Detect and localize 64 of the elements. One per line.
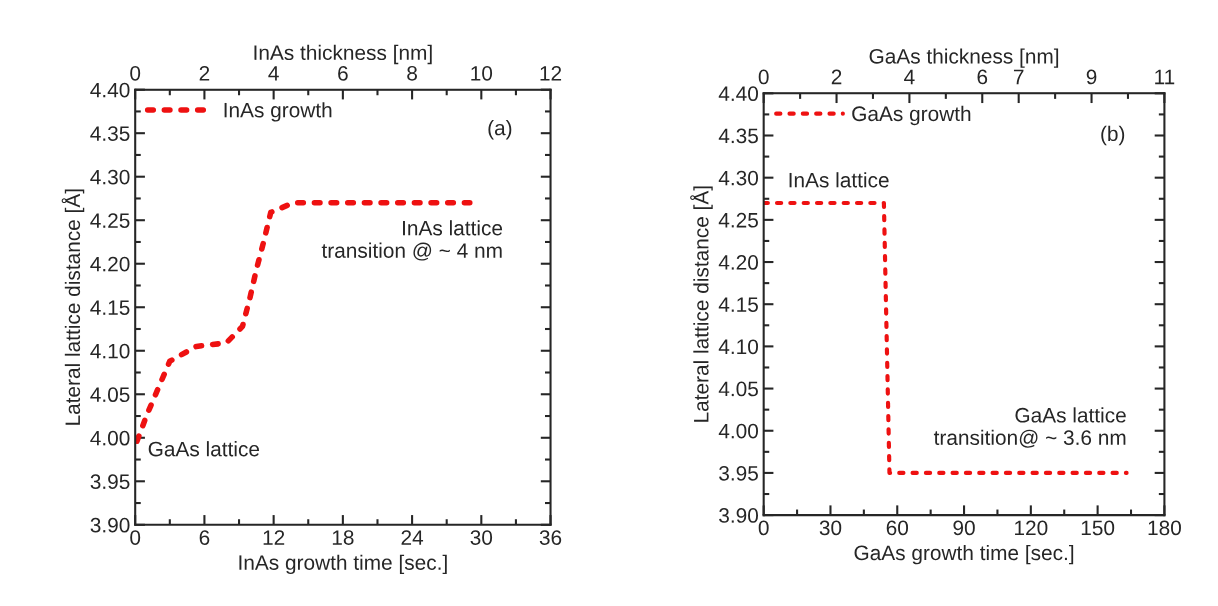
x2-tick-label: 4	[904, 69, 915, 85]
x2-tick-label: 9	[1086, 69, 1097, 85]
x-tick-label: 36	[539, 530, 562, 545]
x2-tick-label: 2	[831, 69, 842, 85]
y-tick-label: 4.20	[718, 255, 759, 270]
annotation: (a)	[488, 120, 512, 140]
y-tick-label: 4.35	[718, 128, 758, 144]
x2-tick-label: 11	[1155, 69, 1175, 85]
y-tick-label: 3.95	[719, 465, 758, 481]
y-tick-label: 4.30	[90, 169, 130, 185]
y-tick-label: 4.25	[90, 213, 130, 228]
legend-label: InAs growth	[224, 102, 332, 122]
x-tick-label: 60	[886, 520, 909, 536]
x2-tick-label: 0	[758, 69, 769, 85]
y-tick-label: 4.05	[90, 387, 130, 403]
y-tick-label: 4.30	[718, 170, 759, 186]
y-tick-label: 3.90	[90, 517, 130, 533]
y-tick-label: 3.90	[719, 508, 759, 523]
x-tick-label: 6	[199, 530, 210, 545]
annotation: InAs lattice	[789, 172, 889, 188]
x-tick-label: 0	[130, 530, 141, 545]
x2-tick-label: 2	[199, 65, 210, 81]
x2-tick-label: 4	[268, 66, 279, 81]
x-tick-label: 90	[953, 520, 975, 536]
x-tick-label: 180	[1148, 520, 1181, 536]
annotation: (b)	[1101, 125, 1125, 146]
annotation: InAs lattice transition @ ~ 4 nm	[321, 220, 503, 261]
y-tick-label: 4.15	[718, 297, 758, 312]
y-tick-label: 4.10	[90, 343, 130, 359]
annotation: GaAs lattice transition@ ~ 3.6 nm	[933, 407, 1126, 448]
x-tick-label: 12	[263, 530, 285, 545]
x-axis-title: GaAs growth time [sec.]	[854, 544, 1074, 565]
y-tick-label: 4.10	[718, 339, 759, 355]
y-tick-label: 4.15	[90, 300, 130, 315]
x-tick-label: 120	[1015, 520, 1048, 536]
y-axis-title: Lateral lattice distance [Å]	[690, 186, 713, 422]
x-tick-label: 18	[332, 530, 354, 545]
x-axis-title: InAs growth time [sec.]	[239, 554, 447, 575]
y-tick-label: 4.00	[90, 430, 130, 446]
y-tick-label: 4.05	[718, 381, 758, 397]
x2-tick-label: 6	[338, 65, 348, 81]
y-tick-label: 4.40	[718, 86, 759, 102]
x2-tick-label: 8	[407, 65, 417, 81]
x-tick-label: 30	[470, 530, 493, 545]
x2-tick-label: 6	[977, 69, 988, 85]
y-tick-label: 4.35	[90, 126, 130, 141]
y-tick-label: 4.40	[90, 82, 130, 98]
y-tick-label: 4.20	[90, 256, 130, 272]
x-tick-label: 24	[401, 530, 424, 545]
x-tick-label: 0	[758, 520, 769, 536]
x2-axis-title: GaAs thickness [nm]	[869, 48, 1059, 68]
y-tick-label: 4.00	[718, 423, 759, 439]
x2-axis-title: InAs thickness [nm]	[254, 44, 432, 65]
y-tick-label: 3.95	[90, 474, 130, 490]
x2-tick-label: 0	[130, 65, 141, 81]
x2-tick-label: 10	[471, 65, 493, 81]
y-axis-title: Lateral lattice distance [Å]	[61, 189, 85, 425]
x2-tick-label: 7	[1013, 69, 1024, 85]
x-tick-label: 30	[819, 520, 842, 536]
x2-tick-label: 12	[540, 65, 562, 81]
legend-label: GaAs growth	[852, 105, 971, 126]
x-tick-label: 150	[1081, 520, 1115, 536]
annotation: GaAs lattice	[148, 441, 260, 457]
y-tick-label: 4.25	[718, 212, 758, 228]
